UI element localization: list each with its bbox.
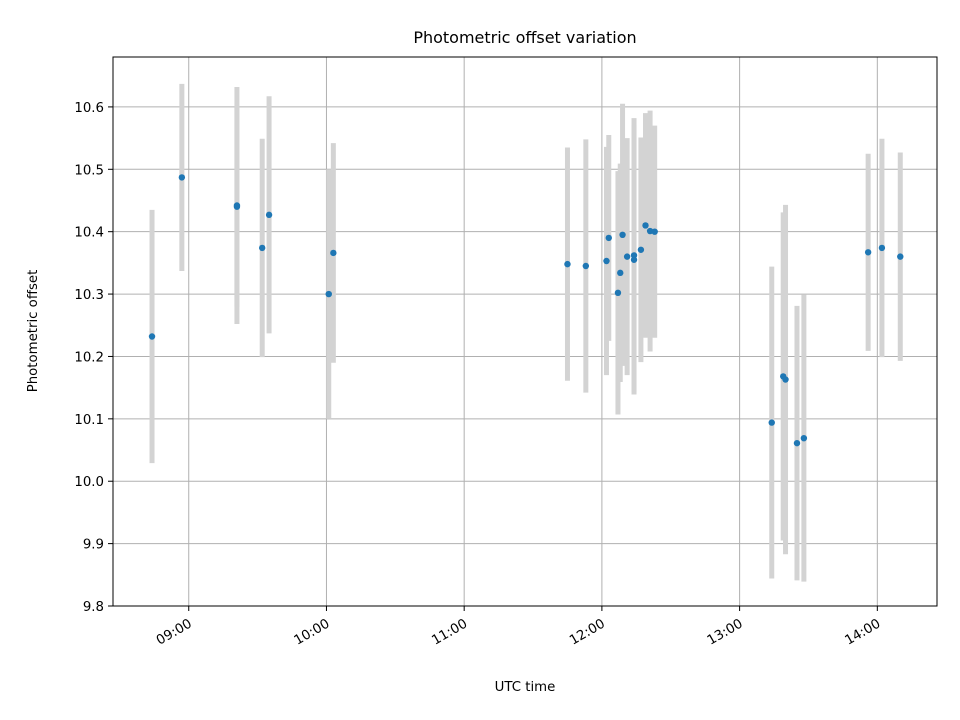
data-point (603, 257, 610, 265)
y-tick-label: 10.6 (74, 101, 104, 116)
data-point (623, 253, 631, 260)
x-axis-label: UTC time (495, 680, 556, 695)
y-tick-label: 9.8 (83, 600, 104, 615)
data-point (768, 419, 775, 426)
data-point (582, 262, 590, 270)
data-point (630, 252, 638, 259)
y-tick-label: 10.4 (74, 226, 104, 241)
y-tick-label: 10.2 (74, 350, 104, 365)
y-axis-label: Photometric offset (26, 270, 41, 393)
data-point (642, 222, 649, 229)
y-tick-label: 10.3 (74, 288, 104, 303)
data-point (233, 203, 241, 210)
data-point (330, 249, 337, 257)
data-point (897, 253, 904, 260)
data-point (614, 289, 622, 297)
chart-title: Photometric offset variation (413, 28, 636, 47)
y-tick-label: 10.0 (74, 475, 104, 490)
y-tick-label: 9.9 (83, 538, 104, 553)
data-point (265, 211, 273, 219)
plot-frame (112, 56, 938, 607)
data-point (325, 290, 332, 298)
data-points (148, 174, 904, 447)
data-point (637, 246, 645, 253)
data-point (178, 174, 186, 181)
y-tick-label: 10.1 (74, 413, 104, 428)
data-point (148, 333, 156, 340)
data-point (258, 244, 266, 252)
data-point (793, 439, 801, 447)
data-point (619, 231, 626, 239)
data-point (864, 249, 872, 256)
data-point (605, 234, 612, 242)
data-point (651, 228, 658, 235)
y-axis: 9.8 9.9 10.0 10.1 10.2 10.3 10.4 10.5 10.6 (74, 101, 113, 615)
data-point (782, 376, 789, 383)
data-point (617, 269, 624, 277)
data-point (878, 244, 886, 252)
data-point (800, 434, 808, 442)
grid (113, 57, 937, 607)
y-tick-label: 10.5 (74, 163, 104, 178)
data-point (564, 260, 571, 268)
